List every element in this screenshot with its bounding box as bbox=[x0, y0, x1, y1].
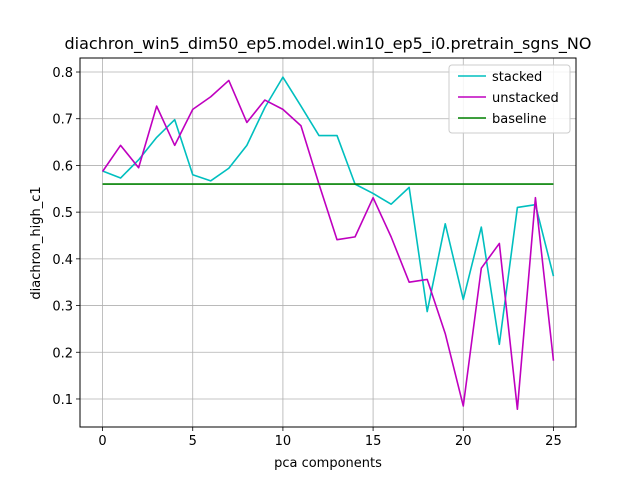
legend-label-baseline: baseline bbox=[492, 112, 546, 127]
y-axis-label: diachron_high_c1 bbox=[29, 186, 44, 299]
x-axis-label: pca components bbox=[274, 456, 382, 471]
legend-label-unstacked: unstacked bbox=[492, 91, 559, 106]
y-tick-label: 0.3 bbox=[52, 300, 73, 315]
x-tick-label: 25 bbox=[545, 434, 562, 449]
x-tick-label: 5 bbox=[189, 434, 197, 449]
y-tick-label: 0.1 bbox=[52, 393, 73, 408]
y-tick-label: 0.2 bbox=[52, 346, 73, 361]
y-tick-label: 0.7 bbox=[52, 113, 73, 128]
series-line-stacked bbox=[102, 76, 555, 346]
chart-title: diachron_win5_dim50_ep5.model.win10_ep5_… bbox=[65, 34, 592, 54]
legend-label-stacked: stacked bbox=[492, 70, 542, 85]
y-tick-label: 0.4 bbox=[52, 253, 73, 268]
y-tick-label: 0.8 bbox=[52, 66, 73, 81]
y-tick-label: 0.6 bbox=[52, 159, 73, 174]
series-lines bbox=[101, 76, 555, 411]
y-tick-label: 0.5 bbox=[52, 206, 73, 221]
y-axis-ticks: 0.1 0.2 0.3 0.4 0.5 0.6 0.7 0.8 bbox=[52, 66, 80, 408]
x-tick-label: 20 bbox=[455, 434, 472, 449]
legend: stacked unstacked baseline bbox=[448, 64, 571, 134]
series-line-unstacked bbox=[101, 79, 555, 411]
x-axis-ticks: 0 5 10 15 20 25 bbox=[98, 427, 562, 449]
plot-frame bbox=[79, 57, 577, 428]
legend-box bbox=[448, 64, 571, 134]
x-tick-label: 10 bbox=[275, 434, 292, 449]
x-tick-label: 15 bbox=[365, 434, 382, 449]
x-tick-label: 0 bbox=[98, 434, 106, 449]
